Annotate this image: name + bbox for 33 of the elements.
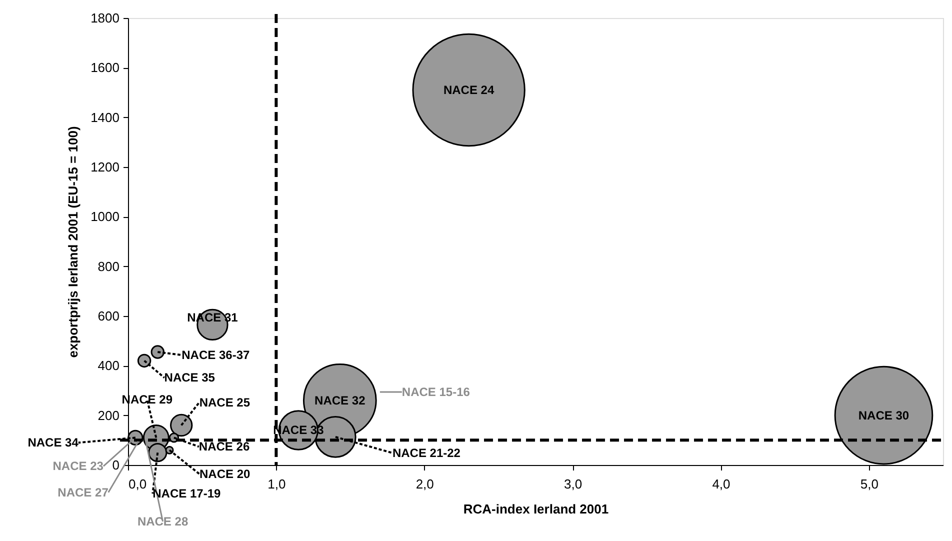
annotation: NACE 28 xyxy=(137,514,188,528)
y-tick-label: 800 xyxy=(98,258,120,274)
annotation: NACE 32 xyxy=(314,393,366,408)
annotation: NACE 24 xyxy=(443,83,494,98)
y-tick-label: 200 xyxy=(98,408,120,423)
y-tick-label: 400 xyxy=(98,358,120,374)
x-tick-label: 4,0 xyxy=(712,476,730,492)
x-tick-label: 1,0 xyxy=(268,476,286,492)
x-tick-label: 5,0 xyxy=(860,476,878,492)
x-tick-label: 0,0 xyxy=(128,476,147,492)
x-tick-label: 2,0 xyxy=(416,476,434,492)
y-tick-label: 600 xyxy=(98,308,120,324)
y-tick-label: 1400 xyxy=(90,110,120,125)
annotation: NACE 34 xyxy=(28,436,79,450)
y-tick-label: 1600 xyxy=(90,60,120,76)
y-axis-title: exportprijs Ierland 2001 (EU-15 = 100) xyxy=(66,126,81,358)
annotation: NACE 35 xyxy=(164,370,216,385)
annotation: NACE 20 xyxy=(199,467,250,482)
y-tick-label: 1200 xyxy=(90,160,120,174)
annotation: NACE 15-16 xyxy=(402,384,470,399)
annotation: NACE 23 xyxy=(52,459,104,474)
annotation: NACE 26 xyxy=(198,440,250,454)
x-axis-title: RCA-index Ierland 2001 xyxy=(463,502,609,516)
y-tick-label: 1000 xyxy=(90,209,120,224)
y-tick-label: 0 xyxy=(112,458,120,472)
annotation: NACE 36-37 xyxy=(182,348,250,362)
x-tick-label: 3,0 xyxy=(564,476,582,492)
annotation: NACE 25 xyxy=(199,395,250,410)
annotation: NACE 30 xyxy=(858,408,910,422)
y-tick-label: 1800 xyxy=(90,10,120,26)
annotation: NACE 27 xyxy=(58,485,109,500)
annotation: NACE 17-19 xyxy=(152,486,221,501)
annotation: NACE 21-22 xyxy=(392,446,461,460)
